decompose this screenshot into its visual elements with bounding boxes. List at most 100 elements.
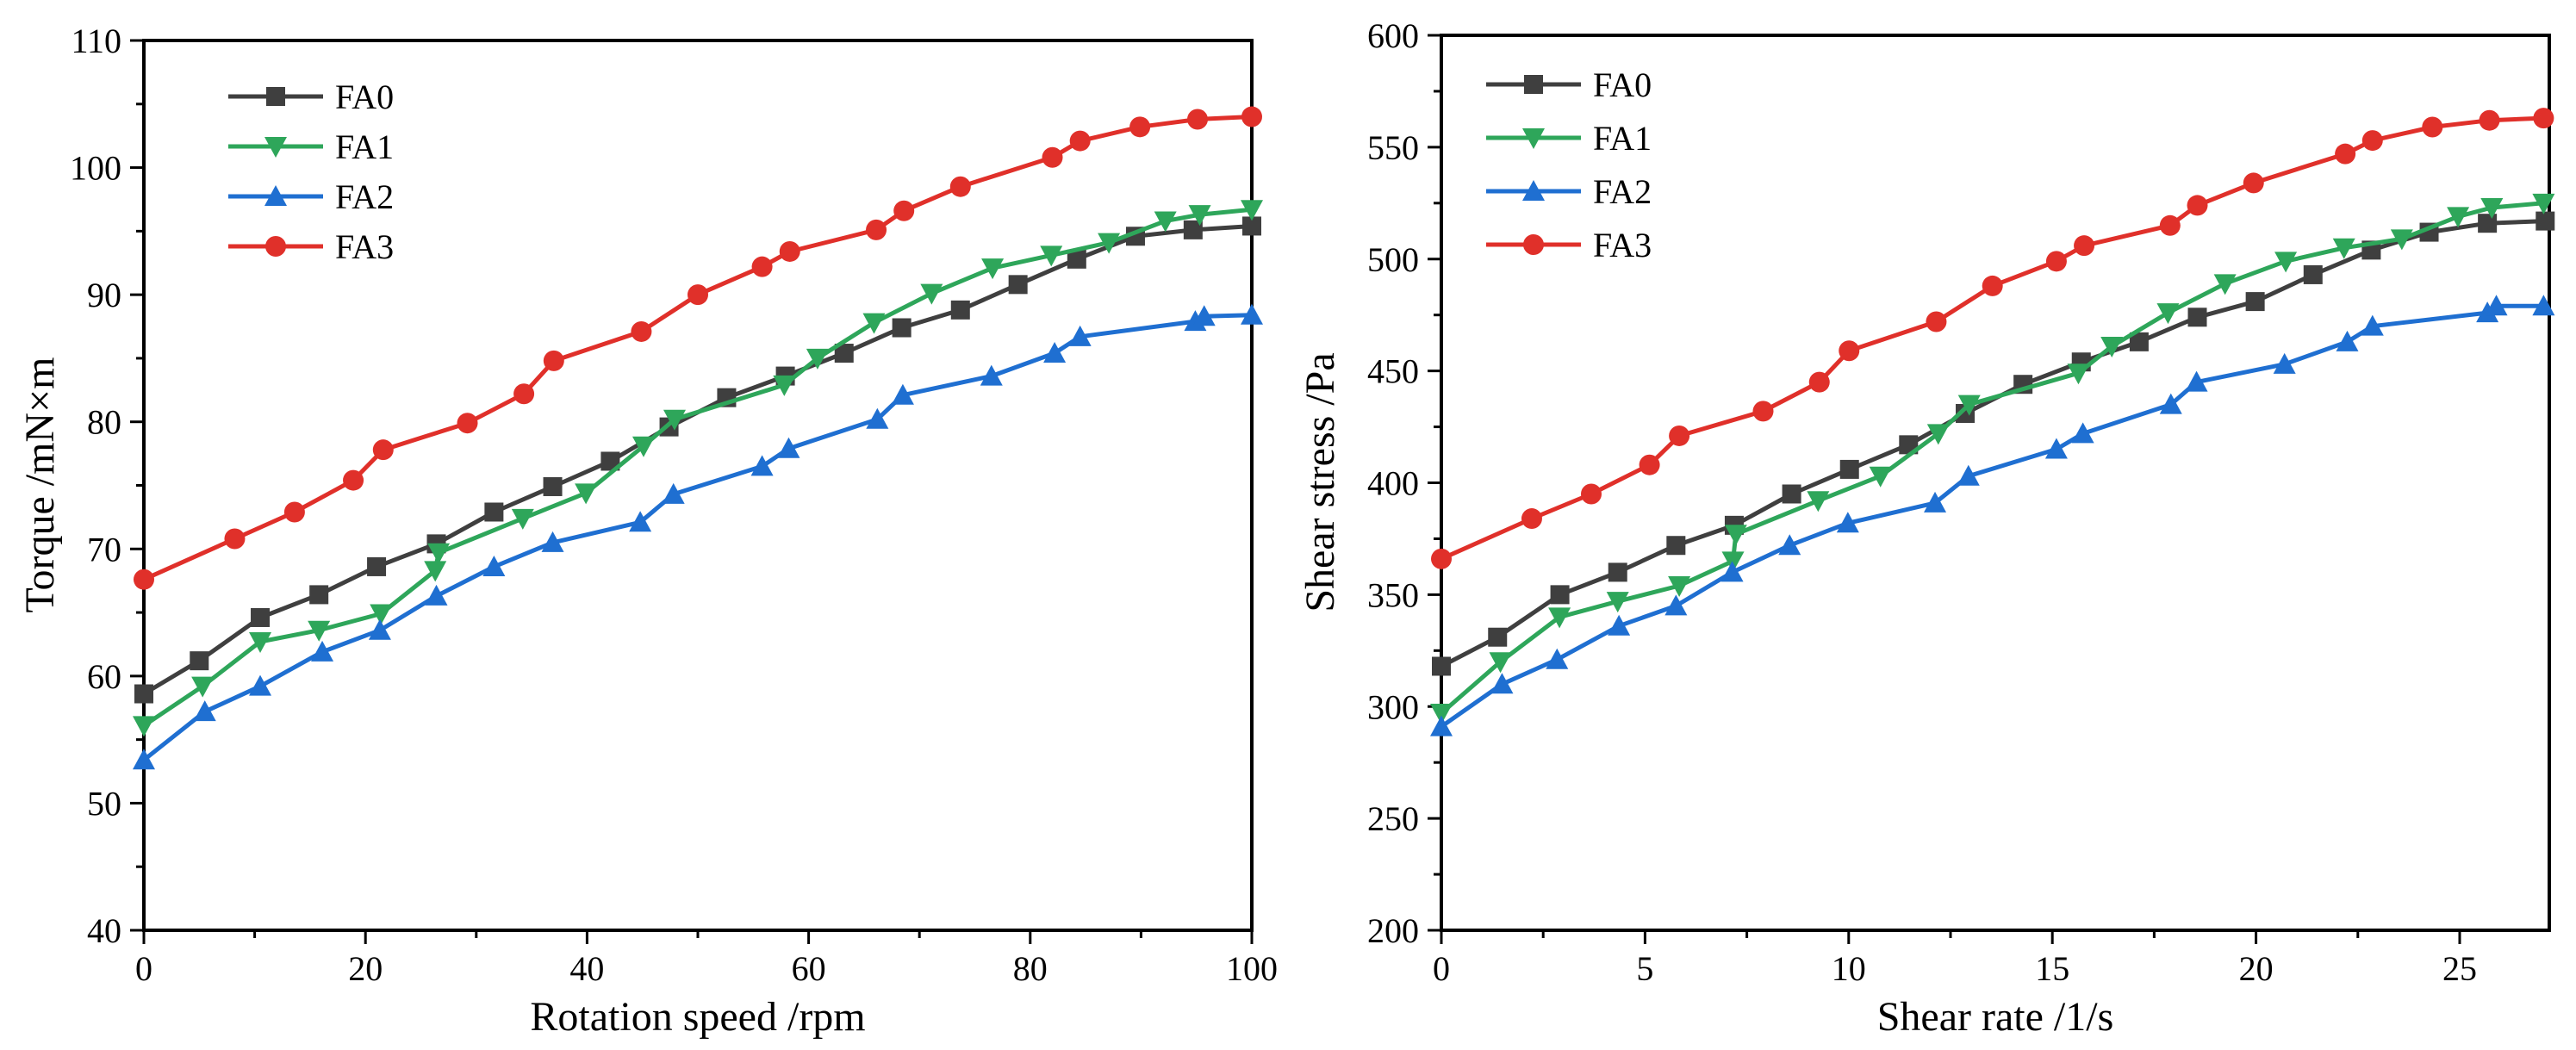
data-point [367,556,387,576]
data-point [2129,332,2149,351]
data-point [2213,274,2237,295]
data-point [1430,704,1453,725]
x-tick-label: 20 [2239,949,2274,988]
data-point [541,531,564,552]
y-tick-label: 110 [71,22,121,60]
data-point [425,584,448,606]
data-point [866,407,889,429]
data-point [1068,325,1092,346]
plot-frame [1440,34,2551,932]
data-point [1430,715,1453,736]
data-point [1431,548,1452,569]
data-point [1721,551,1745,573]
legend-item: FA0 [1486,65,1652,104]
data-point [133,716,155,737]
data-point [1839,459,1859,479]
legend-marker [266,87,285,106]
series-group [133,106,1263,770]
data-point [2159,393,2182,414]
data-point [2422,116,2443,138]
data-point [1098,233,1121,254]
data-point [511,508,534,530]
data-point [370,604,393,625]
data-point [1043,342,1067,363]
data-point [866,219,887,240]
data-point [2478,214,2498,233]
x-tick-label: 100 [1226,949,1278,988]
data-point [1639,454,1660,475]
x-tick-label: 60 [792,949,826,988]
data-point [1957,464,1980,486]
y-tick-label: 70 [87,530,121,568]
data-point [779,240,800,262]
data-point [2361,130,2383,152]
series-fa3 [134,106,1262,590]
data-point [1782,484,1801,504]
data-point [773,375,796,396]
y-tick-label: 500 [1367,240,1419,279]
data-point [1869,466,1892,488]
data-point [1008,275,1028,295]
y-tick-label: 300 [1367,687,1419,726]
data-point [1069,130,1091,152]
y-tick-label: 80 [87,403,121,442]
data-point [891,383,914,405]
legend-item: FA3 [1486,226,1652,264]
data-point [1666,536,1686,556]
data-point [2536,211,2555,231]
data-point [1839,340,1860,362]
legend-item: FA0 [228,78,394,116]
data-point [862,313,886,334]
x-axis-title: Shear rate /1/s [1877,994,2114,1040]
data-point [2479,109,2500,131]
data-point [920,283,943,305]
x-tick-label: 0 [1433,949,1450,988]
data-point [457,413,478,434]
data-point [308,620,331,642]
data-point [1241,303,1263,325]
data-point [1521,508,1542,530]
legend-label: FA3 [335,227,394,266]
data-point [1188,205,1211,227]
y-tick-label: 60 [87,657,121,696]
legend-marker [1523,234,1544,255]
data-point [1546,648,1569,669]
data-point [1490,673,1514,694]
data-point [1982,275,2003,296]
x-tick-label: 5 [1636,949,1653,988]
data-point [484,502,504,522]
data-point [575,483,598,505]
legend-item: FA2 [1486,172,1652,211]
data-point [2243,172,2264,194]
data-point [688,284,708,306]
data-point [368,618,391,640]
data-point [1432,656,1451,676]
data-point [834,344,854,363]
series-fa1 [1430,193,2555,725]
y-tick-label: 250 [1367,799,1419,838]
x-tick-label: 20 [348,949,383,988]
legend-marker [1524,75,1543,94]
data-point [1242,216,1261,236]
legend-item: FA1 [1486,119,1652,158]
data-point [2187,195,2208,216]
data-point [1241,106,1262,127]
data-point [1924,491,1947,513]
x-tick-label: 0 [135,949,152,988]
data-point [424,561,447,582]
data-point [2044,438,2068,459]
series-line [142,313,1253,762]
x-axis: 0 5 10 15 20 25 [1433,930,2477,988]
data-point [1836,512,1859,533]
data-point [2336,330,2359,351]
data-point [1807,491,1830,513]
data-point [249,674,272,696]
legend-marker [265,236,286,257]
data-point [1957,395,1981,416]
legend-item: FA2 [228,177,394,216]
data-point [134,684,153,704]
data-point [2532,295,2555,316]
y-tick-label: 90 [87,276,121,314]
y-tick-label: 200 [1367,911,1419,950]
legend-item: FA3 [228,227,394,266]
